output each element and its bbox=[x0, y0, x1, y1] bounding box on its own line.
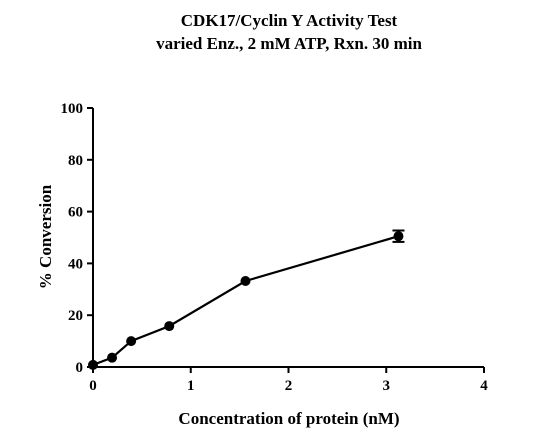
chart-title: CDK17/Cyclin Y Activity Test bbox=[181, 11, 398, 30]
chart-subtitle: varied Enz., 2 mM ATP, Rxn. 30 min bbox=[156, 34, 422, 53]
x-axis-title: Concentration of protein (nM) bbox=[178, 409, 399, 428]
y-tick-label: 80 bbox=[68, 153, 83, 169]
data-point bbox=[164, 321, 175, 332]
plot-area bbox=[88, 229, 405, 370]
x-tick-label: 3 bbox=[383, 378, 391, 394]
y-tick-label: 20 bbox=[68, 308, 83, 324]
y-axis-title: % Conversion bbox=[36, 184, 55, 289]
axes: 0 20 40 60 80 100 0 1 2 3 4 bbox=[61, 101, 489, 394]
y-tick-label: 100 bbox=[61, 101, 84, 117]
data-point bbox=[107, 352, 118, 363]
data-point bbox=[88, 359, 98, 370]
data-point bbox=[240, 276, 251, 287]
x-tick-label: 2 bbox=[285, 378, 293, 394]
x-tick-label: 4 bbox=[480, 378, 488, 394]
y-tick-label: 60 bbox=[68, 205, 83, 221]
data-point bbox=[393, 231, 404, 242]
series-line bbox=[92, 235, 399, 366]
y-tick-label: 40 bbox=[68, 256, 83, 272]
x-tick-label: 0 bbox=[89, 378, 97, 394]
data-point bbox=[126, 336, 137, 347]
x-tick-label: 1 bbox=[187, 378, 195, 394]
y-tick-label: 0 bbox=[76, 360, 84, 376]
